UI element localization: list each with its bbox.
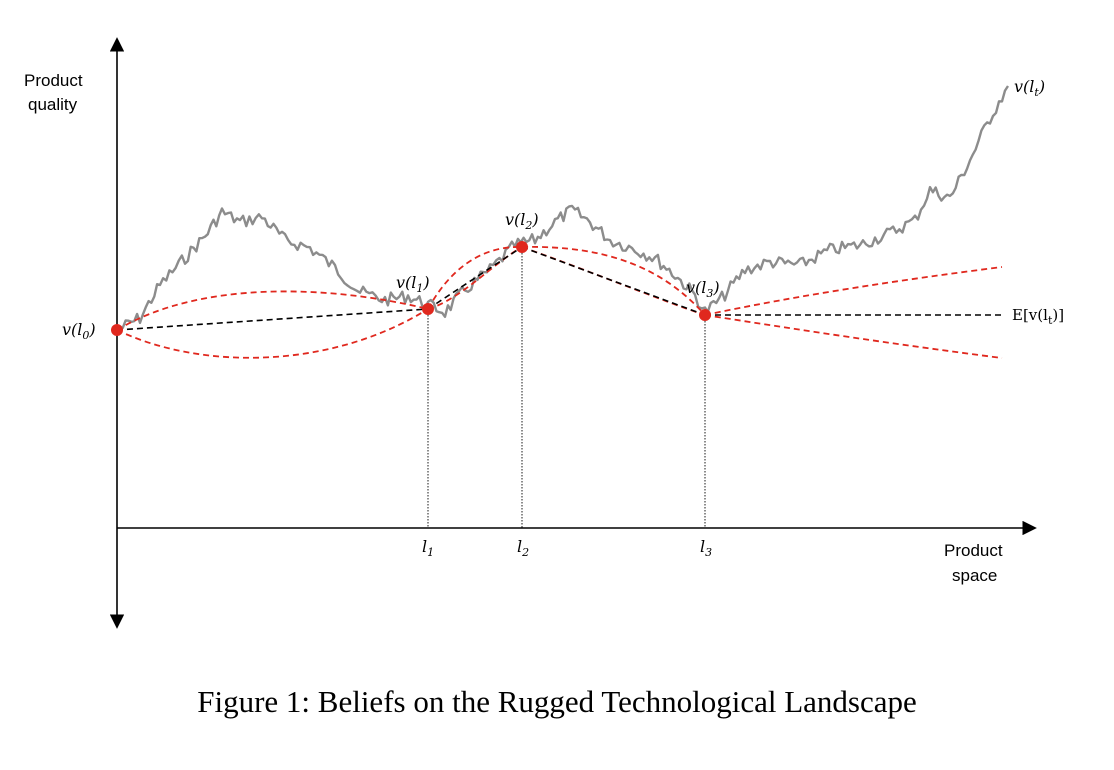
point-v1 <box>422 303 434 315</box>
belief-band-lower-1 <box>116 308 429 359</box>
point-v0 <box>111 324 123 336</box>
figure-caption: Figure 1: Beliefs on the Rugged Technolo… <box>197 684 917 719</box>
belief-band-upper-3 <box>521 246 706 316</box>
tick-label-l2: l2 <box>517 537 529 559</box>
point-v3 <box>699 309 711 321</box>
label-v0: v(l0) <box>62 320 96 342</box>
tick-label-l1: l1 <box>422 537 434 559</box>
belief-bands <box>116 246 1003 359</box>
expectation-segment-1 <box>116 308 429 331</box>
expectation-lines <box>116 246 1002 331</box>
belief-band-lower-4 <box>704 314 1003 359</box>
tick-label-l3: l3 <box>700 537 712 559</box>
label-curve-vt: v(lt) <box>1014 77 1045 99</box>
landscape-curve <box>116 85 1010 332</box>
y-axis-label-line2: quality <box>28 95 78 114</box>
point-v2 <box>516 241 528 253</box>
label-v2: v(l2) <box>505 210 539 232</box>
expectation-segment-2 <box>427 246 523 310</box>
label-expectation: E[v(lt)] <box>1012 306 1064 327</box>
y-axis-label-line1: Product <box>24 71 83 90</box>
expectation-segment-3 <box>521 246 706 316</box>
label-v1: v(l1) <box>396 273 430 295</box>
belief-band-upper-1 <box>116 290 429 331</box>
x-axis-label-line1: Product <box>944 541 1003 560</box>
label-v3: v(l3) <box>686 278 720 300</box>
belief-band-upper-4 <box>704 266 1003 316</box>
x-axis-label-line2: space <box>952 566 997 585</box>
